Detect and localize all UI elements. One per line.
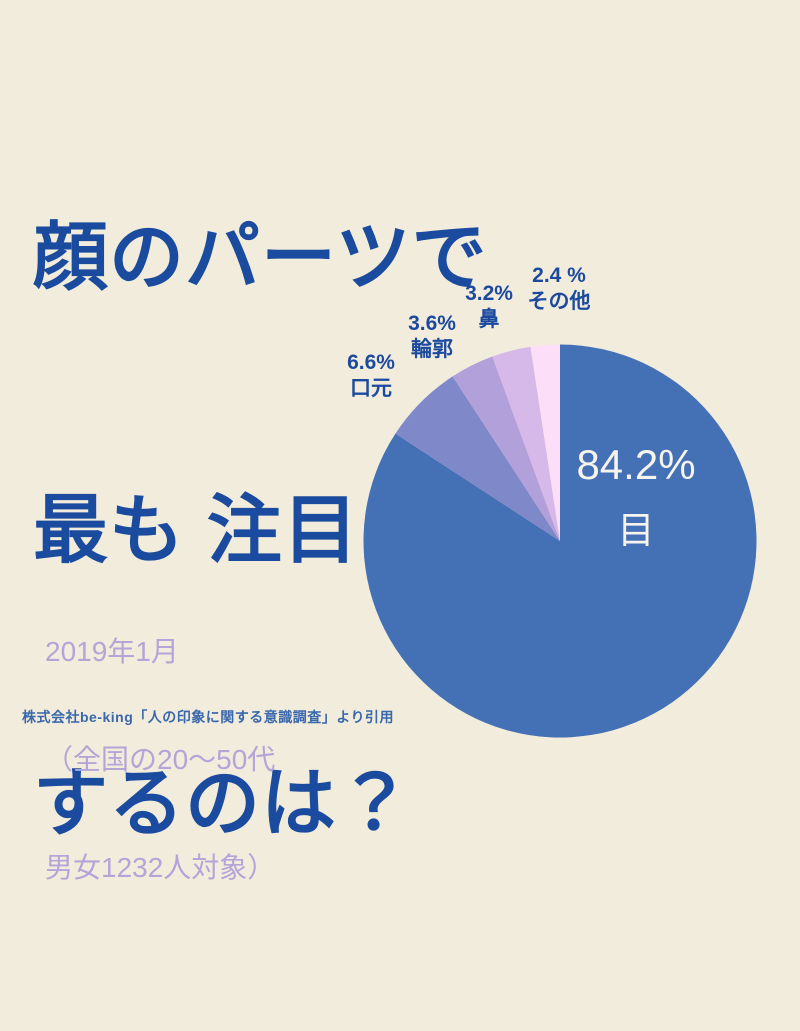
- slice-label-mouth: 6.6% 口元: [347, 350, 395, 402]
- pie-chart: [363, 344, 757, 738]
- slice-pct-eyes: 84.2%: [576, 441, 696, 488]
- infographic-canvas: 顔のパーツで 最も 注目 するのは？ 6.6% 口元 3.6% 輪郭 3.2% …: [22, 215, 757, 883]
- slice-pct-nose: 3.2%: [465, 282, 513, 305]
- survey-info-line-3: 男女1232人対象）: [45, 852, 276, 883]
- slice-label-nose: 3.2% 鼻: [465, 281, 513, 333]
- pie-slice-mouth: [395, 376, 560, 541]
- pie-slice-eyes: [363, 344, 757, 738]
- citation-text: 株式会社be-king「人の印象に関する意識調査」より引用: [22, 709, 394, 725]
- pie-slice-outline: [452, 356, 560, 541]
- slice-pct-outline: 3.6%: [408, 312, 456, 335]
- survey-info: 2019年1月 （全国の20〜50代 男女1232人対象）: [45, 562, 275, 958]
- slice-label-other: 2.4 % その他: [528, 263, 591, 315]
- pie-slice-nose: [492, 346, 560, 541]
- title-line-2: 最も 注目: [33, 488, 359, 572]
- slice-name-outline: 輪郭: [411, 338, 453, 361]
- slice-pct-mouth: 6.6%: [347, 351, 395, 374]
- slice-name-mouth: 口元: [350, 377, 392, 400]
- title-line-1: 顔のパーツで: [33, 215, 488, 299]
- survey-info-line-1: 2019年1月: [45, 636, 179, 667]
- slice-name-eyes: 目: [617, 510, 655, 551]
- slice-label-outline: 3.6% 輪郭: [408, 311, 456, 363]
- slice-name-nose: 鼻: [478, 308, 500, 331]
- survey-info-line-2: （全国の20〜50代: [45, 744, 276, 775]
- pie-slice-other: [530, 344, 560, 541]
- slice-label-eyes: 84.2% 目: [576, 443, 695, 551]
- slice-name-other: その他: [527, 290, 591, 313]
- slice-pct-other: 2.4 %: [532, 264, 586, 287]
